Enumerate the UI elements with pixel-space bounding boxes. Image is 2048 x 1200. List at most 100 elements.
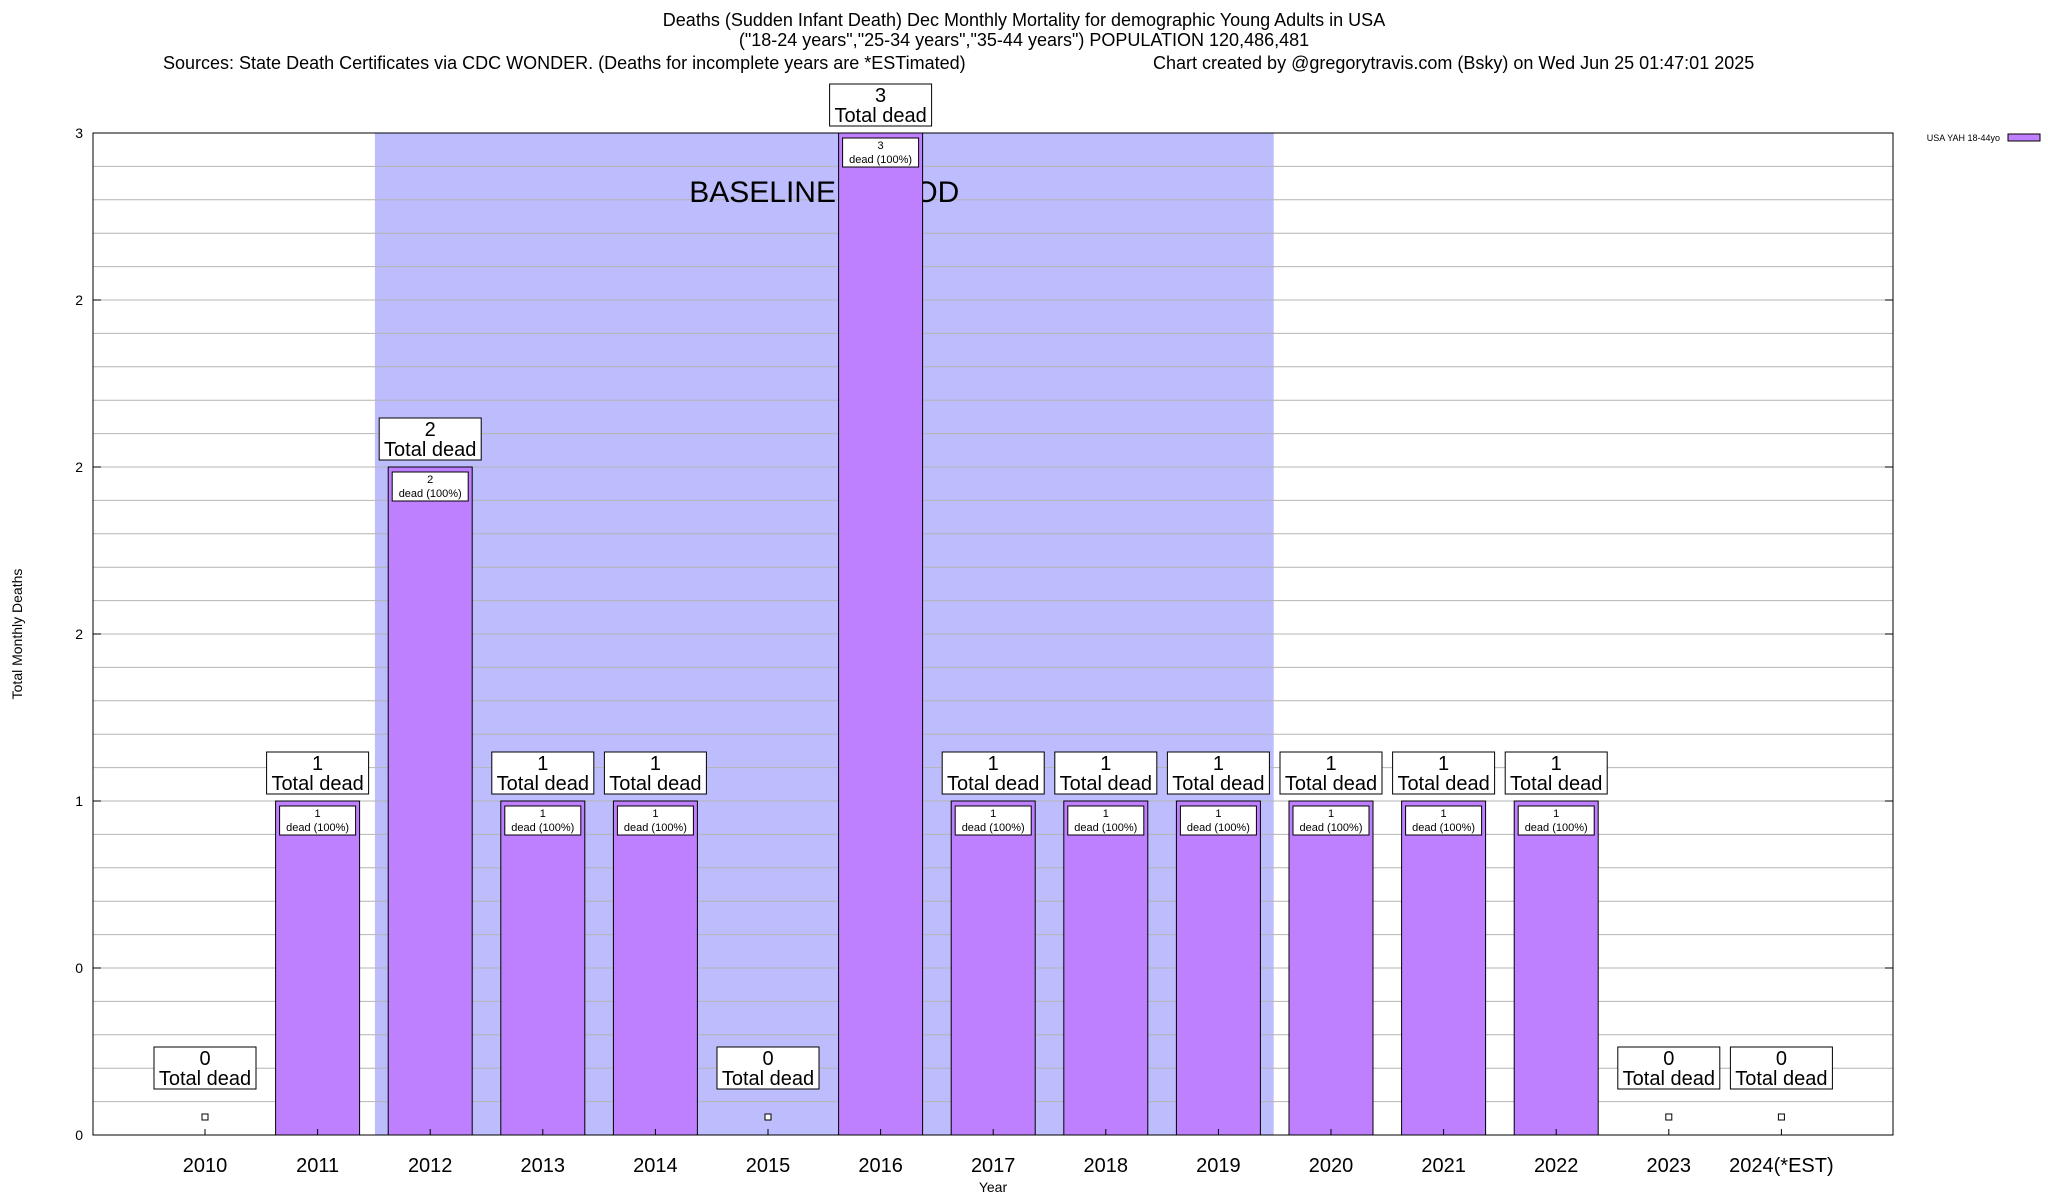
plot-border — [92, 132, 1894, 1136]
bar-inner-label: dead (100%) — [962, 822, 1025, 834]
bar-inner-label: dead (100%) — [286, 822, 349, 834]
zero-point-marker — [764, 1113, 772, 1121]
total-dead-label: Total dead — [497, 773, 589, 795]
total-value-label: 0 — [762, 1048, 773, 1070]
total-label-box — [1279, 751, 1383, 795]
x-tick-label: 2021 — [1421, 1155, 1466, 1177]
bar-inner-label: dead (100%) — [1525, 822, 1588, 834]
bar-inner-label: dead (100%) — [1300, 822, 1363, 834]
total-label-box — [716, 1046, 820, 1090]
total-dead-label: Total dead — [1172, 773, 1264, 795]
bar-inner-label-box — [1517, 805, 1595, 836]
y-tick-label: 0 — [75, 960, 83, 976]
total-dead-label: Total dead — [834, 105, 926, 127]
bar — [1288, 800, 1374, 1136]
total-dead-label: Total dead — [722, 1068, 814, 1090]
x-tick-label: 2022 — [1534, 1155, 1579, 1177]
chart-title: Deaths (Sudden Infant Death) Dec Monthly… — [662, 10, 1386, 30]
x-tick-label: 2017 — [971, 1155, 1016, 1177]
bar — [838, 132, 924, 1136]
total-value-label: 1 — [650, 753, 661, 775]
total-dead-label: Total dead — [271, 773, 363, 795]
total-dead-label: Total dead — [947, 773, 1039, 795]
total-label-box — [829, 83, 933, 127]
total-dead-label: Total dead — [384, 439, 476, 461]
y-tick-label: 0 — [75, 1127, 83, 1143]
total-label-box — [941, 751, 1045, 795]
total-label-box — [1392, 751, 1496, 795]
chart-title-block: Deaths (Sudden Infant Death) Dec Monthly… — [0, 10, 2048, 50]
legend-label: USA YAH 18-44yo — [1927, 133, 2000, 143]
total-dead-label: Total dead — [1285, 773, 1377, 795]
total-value-label: 1 — [1213, 753, 1224, 775]
total-value-label: 1 — [1100, 753, 1111, 775]
bar — [1401, 800, 1487, 1136]
x-tick-label: 2024(*EST) — [1729, 1155, 1834, 1177]
legend-swatch — [2007, 133, 2041, 142]
bar-inner-label: dead (100%) — [1187, 822, 1250, 834]
total-value-label: 2 — [425, 419, 436, 441]
bar-inner-label-box — [1179, 805, 1257, 836]
total-value-label: 1 — [537, 753, 548, 775]
bar-inner-value: 1 — [1103, 808, 1109, 820]
total-dead-label: Total dead — [609, 773, 701, 795]
total-value-label: 1 — [1551, 753, 1562, 775]
y-tick-label: 2 — [75, 292, 83, 308]
bar-inner-value: 1 — [1553, 808, 1559, 820]
bar-inner-value: 2 — [427, 474, 433, 486]
bar-inner-label: dead (100%) — [1412, 822, 1475, 834]
x-tick-label: 2014 — [633, 1155, 678, 1177]
total-value-label: 0 — [199, 1048, 210, 1070]
bar-inner-value: 1 — [652, 808, 658, 820]
x-tick-label: 2011 — [296, 1155, 339, 1177]
bar-inner-label-box — [1292, 805, 1370, 836]
bar — [500, 800, 586, 1136]
total-label-box — [1504, 751, 1608, 795]
y-tick-label: 2 — [75, 459, 83, 475]
x-tick-label: 2023 — [1647, 1155, 1692, 1177]
chart-sources: Sources: State Death Certificates via CD… — [163, 53, 966, 73]
total-dead-label: Total dead — [1060, 773, 1152, 795]
bar — [612, 800, 698, 1136]
y-axis-title: Total Monthly Deaths — [9, 569, 25, 700]
total-label-box — [1054, 751, 1158, 795]
zero-point-marker — [1665, 1113, 1673, 1121]
total-value-label: 1 — [312, 753, 323, 775]
total-value-label: 1 — [1325, 753, 1336, 775]
total-value-label: 1 — [988, 753, 999, 775]
y-tick-label: 3 — [75, 125, 83, 141]
x-tick-label: 2012 — [408, 1155, 453, 1177]
bar-inner-label: dead (100%) — [849, 154, 912, 166]
bar-inner-label-box — [842, 137, 920, 168]
x-axis-title: Year — [979, 1179, 1008, 1195]
chart-source-row: Sources: State Death Certificates via CD… — [0, 53, 2048, 75]
bar-inner-label: dead (100%) — [511, 822, 574, 834]
total-value-label: 0 — [1776, 1048, 1787, 1070]
x-tick-label: 2013 — [521, 1155, 566, 1177]
bar-inner-label-box — [1405, 805, 1483, 836]
total-label-box — [378, 417, 482, 461]
bar — [950, 800, 1036, 1136]
bar-inner-value: 1 — [1441, 808, 1447, 820]
x-tick-label: 2019 — [1196, 1155, 1241, 1177]
x-tick-label: 2016 — [858, 1155, 903, 1177]
bar-inner-value: 1 — [315, 808, 321, 820]
total-dead-label: Total dead — [1735, 1068, 1827, 1090]
bar — [275, 800, 361, 1136]
total-dead-label: Total dead — [1623, 1068, 1715, 1090]
bar-inner-label-box — [954, 805, 1032, 836]
bar-inner-label-box — [616, 805, 694, 836]
total-label-box — [1729, 1046, 1833, 1090]
bar-inner-value: 3 — [878, 140, 884, 152]
total-label-box — [1617, 1046, 1721, 1090]
bar-inner-label: dead (100%) — [1074, 822, 1137, 834]
x-tick-label: 2020 — [1309, 1155, 1354, 1177]
bar — [1175, 800, 1261, 1136]
bar — [1063, 800, 1149, 1136]
bar-inner-value: 1 — [540, 808, 546, 820]
x-tick-label: 2015 — [746, 1155, 791, 1177]
total-label-box — [1166, 751, 1270, 795]
bar — [387, 466, 473, 1136]
bar-inner-value: 1 — [1215, 808, 1221, 820]
